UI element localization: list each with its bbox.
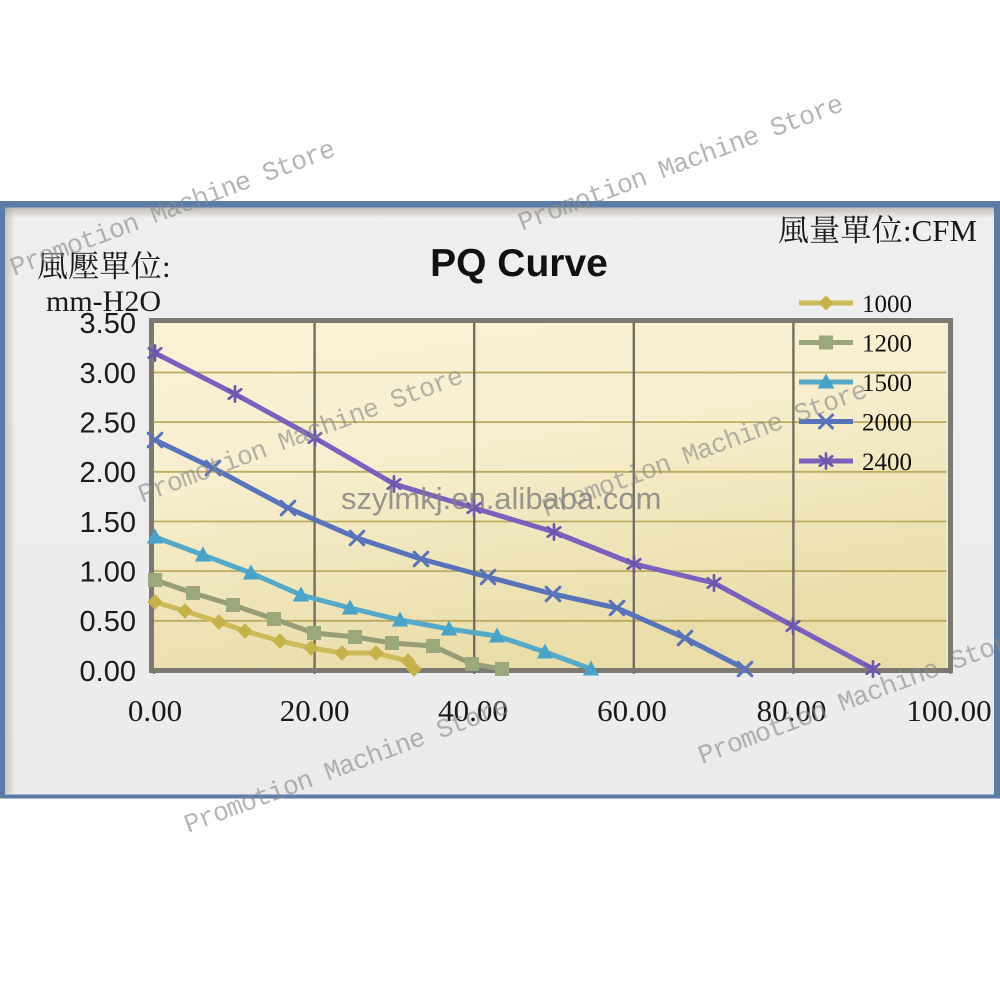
- svg-text:1500: 1500: [862, 370, 912, 397]
- svg-text:0.50: 0.50: [80, 606, 136, 638]
- svg-text:3.50: 3.50: [80, 308, 136, 340]
- svg-text:mm-H2O: mm-H2O: [46, 285, 161, 318]
- svg-text:2400: 2400: [862, 449, 912, 476]
- svg-text:0.00: 0.00: [128, 693, 182, 728]
- svg-text:80.00: 80.00: [757, 693, 827, 728]
- svg-text:3.00: 3.00: [80, 358, 136, 390]
- svg-text:60.00: 60.00: [597, 693, 667, 728]
- svg-text:1200: 1200: [862, 331, 912, 358]
- svg-text:1.50: 1.50: [80, 507, 136, 539]
- svg-text::: :: [162, 249, 171, 284]
- svg-text::CFM: :CFM: [903, 213, 977, 248]
- svg-text:100.00: 100.00: [906, 693, 991, 728]
- svg-text:2.50: 2.50: [80, 407, 136, 439]
- svg-text:2000: 2000: [862, 410, 912, 437]
- svg-text:szylmkj.en.alibaba.com: szylmkj.en.alibaba.com: [341, 481, 661, 516]
- svg-text:40.00: 40.00: [438, 693, 508, 728]
- svg-text:2.00: 2.00: [80, 457, 136, 489]
- svg-text:1000: 1000: [862, 291, 912, 318]
- svg-text:0.00: 0.00: [80, 656, 136, 688]
- svg-text:1.00: 1.00: [80, 556, 136, 588]
- svg-text:20.00: 20.00: [280, 693, 350, 728]
- svg-text:PQ Curve: PQ Curve: [430, 242, 608, 285]
